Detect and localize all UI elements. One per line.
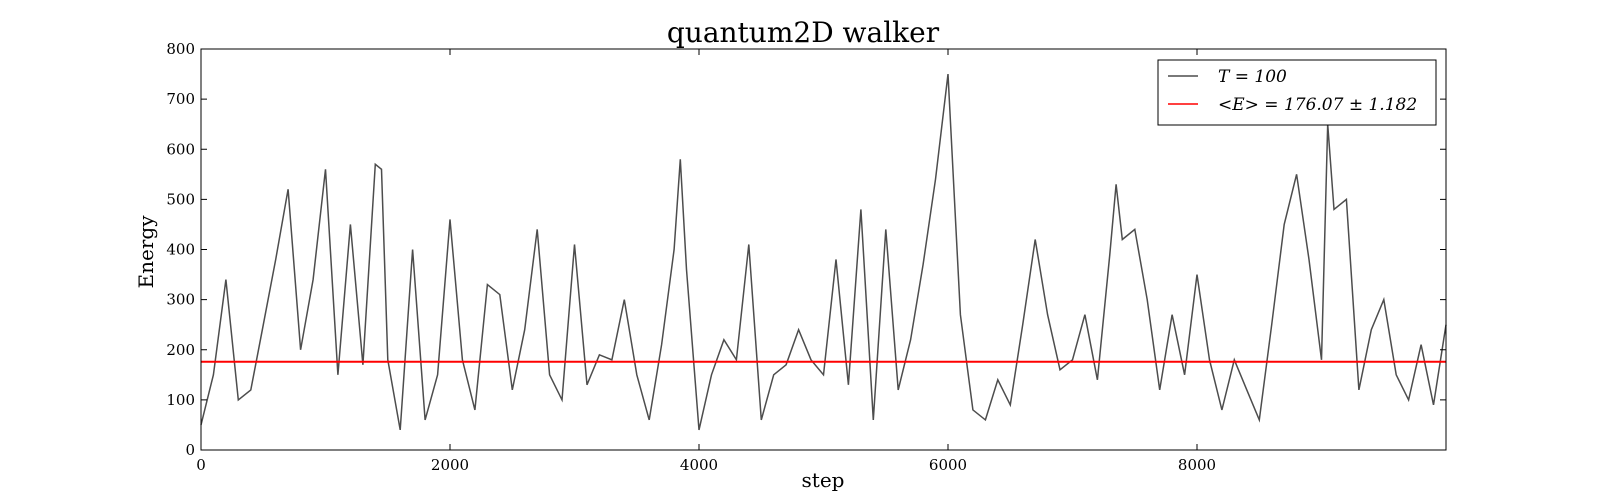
x-tick-label: 6000 (929, 456, 967, 474)
legend-label-1: <E> = 176.07 ± 1.182 (1218, 95, 1417, 115)
x-axis-label: step (802, 468, 845, 492)
y-tick-label: 400 (166, 241, 195, 259)
y-axis: 0 100 200 300 400 500 600 700 800 (166, 40, 1446, 459)
y-tick-label: 700 (166, 90, 195, 108)
legend-box (1157, 59, 1437, 126)
legend-label-0: T = 100 (1218, 67, 1287, 87)
y-tick-label: 200 (166, 341, 195, 359)
y-tick-label: 800 (166, 40, 195, 58)
y-tick-label: 600 (166, 140, 195, 158)
x-tick-label: 4000 (680, 456, 718, 474)
series-layer (200, 74, 1447, 431)
x-axis: 0 2000 4000 6000 8000 (196, 49, 1216, 474)
x-tick-label: 0 (196, 456, 206, 474)
x-tick-label: 2000 (431, 456, 469, 474)
x-tick-label: 8000 (1178, 456, 1216, 474)
y-axis-label: Energy (134, 215, 158, 289)
y-tick-label: 500 (166, 190, 195, 208)
y-tick-label: 0 (185, 441, 195, 459)
y-tick-label: 300 (166, 291, 195, 309)
legend: T = 100 <E> = 176.07 ± 1.182 (1157, 59, 1437, 126)
chart-title: quantum2D walker (667, 16, 940, 49)
series-line-0 (200, 74, 1447, 431)
y-tick-label: 100 (166, 391, 195, 409)
